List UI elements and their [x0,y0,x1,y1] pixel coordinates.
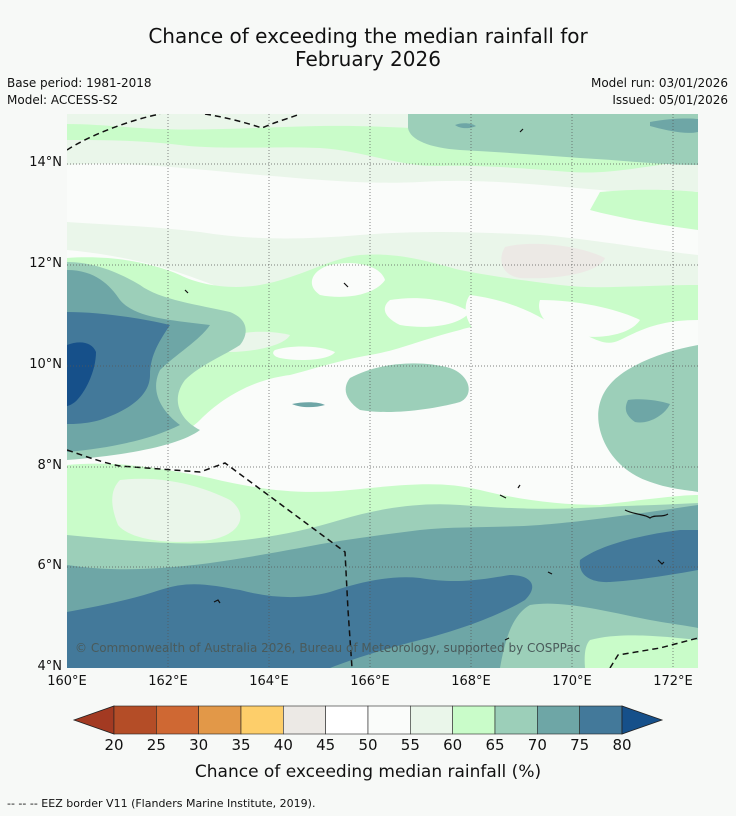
colorbar-tick-25: 25 [146,736,166,754]
colorbar-tick-35: 35 [231,736,251,754]
colorbar-tick-45: 45 [316,736,336,754]
colorbar-segment-40-45 [283,705,326,735]
colorbar-segment-65-70 [494,705,538,735]
issued-date: Issued: 05/01/2026 [612,93,728,107]
colorbar-segment-30-35 [198,705,242,735]
colorbar-tick-30: 30 [189,736,209,754]
contour-65-70-northeast [408,114,698,165]
contour-75-80-south [67,575,533,668]
lon-label-164e: 164°E [249,674,289,689]
lon-label-160e: 160°E [47,674,87,689]
colorbar-segment-35-40 [240,705,284,735]
contour-75-80-west [67,312,170,424]
colorbar-tick-60: 60 [443,736,463,754]
contour-50-55-mid4 [539,300,640,337]
colorbar-segment-20-25 [113,705,157,735]
colorbar-over-arrow [621,705,664,735]
lat-label-4n: 4°N [37,659,63,674]
copyright-notice: © Commonwealth of Australia 2026, Bureau… [75,641,581,655]
colorbar-tick-65: 65 [485,736,505,754]
colorbar-tick-50: 50 [358,736,378,754]
model-name: Model: ACCESS-S2 [7,93,119,107]
graticule [67,114,698,668]
contour-70-75-mini [292,402,325,408]
contour-55-60-south [112,478,241,542]
lat-label-6n: 6°N [37,558,63,573]
contour-50-55-mid3 [465,295,560,342]
contour-45-50 [501,243,605,279]
lat-label-12n: 12°N [29,256,62,271]
base-period: Base period: 1981-2018 [7,76,152,90]
colorbar-tick-75: 75 [570,736,590,754]
colorbar-tick-80: 80 [612,736,632,754]
contour-50-55-north [67,163,698,255]
eez-north-mid [204,114,301,129]
colorbar-segment-55-60 [410,705,453,735]
lon-label-172e: 172°E [653,674,693,689]
contour-80-plus-west [67,342,96,406]
lat-label-8n: 8°N [37,458,63,473]
colorbar-segment-60-65 [452,705,496,735]
colorbar-segment-25-30 [156,705,199,735]
eez-central [67,449,353,668]
contour-50-55-mid [311,263,385,297]
eez-borders [67,114,698,668]
lon-label-168e: 168°E [451,674,491,689]
colorbar-segment-45-50 [325,705,369,735]
lon-label-170e: 170°E [552,674,592,689]
colorbar-tick-20: 20 [104,736,124,754]
eez-legend: -- -- -- EEZ border V11 (Flanders Marine… [7,797,316,810]
lon-label-162e: 162°E [148,674,188,689]
eez-north-west [67,114,161,151]
map-contours [67,114,698,668]
contour-70-75-northeast [650,118,698,133]
colorbar-under-arrow [72,705,115,735]
colorbar-segment-50-55 [367,705,411,735]
contour-65-70-middle [345,363,469,413]
chart-title-line1: Chance of exceeding the median rainfall … [148,24,588,48]
lon-label-166e: 166°E [350,674,390,689]
contour-50-55-south [580,485,610,495]
contour-75-80-southeast [579,530,698,583]
lat-label-10n: 10°N [29,357,62,372]
colorbar [72,705,664,735]
colorbar-tick-40: 40 [273,736,293,754]
contour-50-55-mid2 [384,298,470,327]
chart-title-line2: February 2026 [295,47,441,71]
island-outlines [184,128,669,641]
lat-label-14n: 14°N [29,155,62,170]
colorbar-tick-55: 55 [400,736,420,754]
contour-70-75-east [625,399,670,423]
model-run: Model run: 03/01/2026 [590,76,728,90]
contour-60-65-southeast [584,635,698,668]
contour-60-65-east [590,189,698,230]
colorbar-segment-75-80 [579,705,623,735]
contour-50-55-mid-small [273,346,335,360]
colorbar-title: Chance of exceeding median rainfall (%) [194,762,542,782]
colorbar-tick-70: 70 [527,736,547,754]
colorbar-segment-70-75 [537,705,580,735]
